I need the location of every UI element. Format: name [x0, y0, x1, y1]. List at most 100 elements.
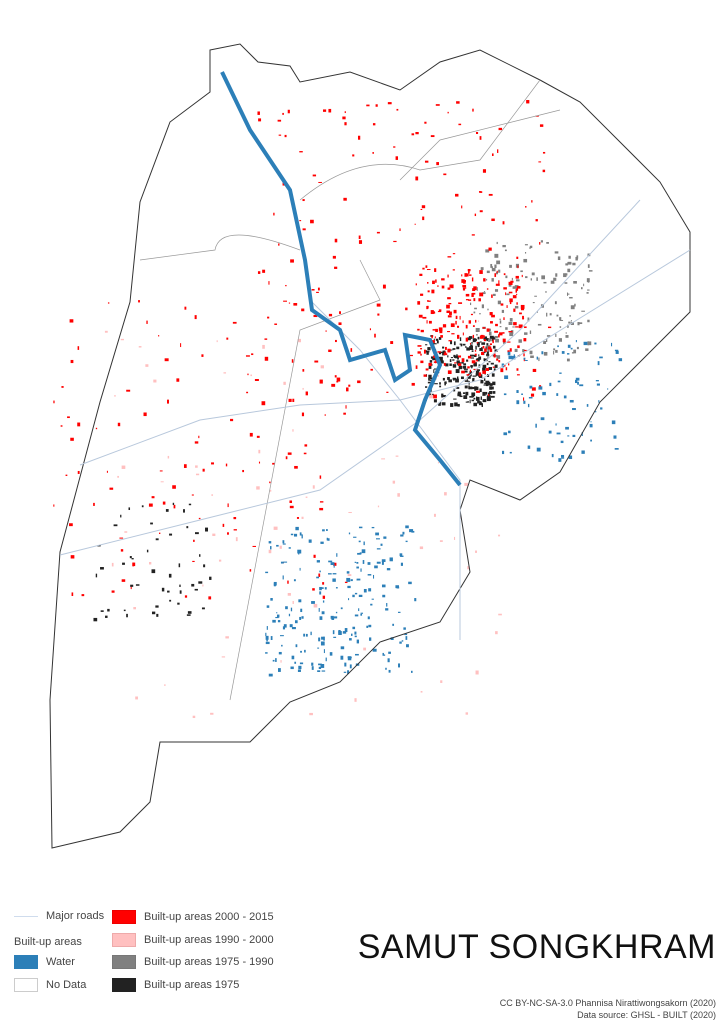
water-patch — [556, 432, 561, 435]
built-2000-2015-patch — [505, 367, 508, 371]
built-2000-2015-patch — [264, 356, 269, 361]
built-1975-1990-patch — [494, 335, 498, 339]
built-1975-patch — [472, 378, 475, 382]
built-2000-2015-patch — [447, 111, 449, 114]
water-patch — [358, 540, 361, 543]
built-2000-2015-patch — [433, 394, 437, 399]
built-1975-patch — [453, 357, 455, 359]
built-1990-2000-patch — [475, 670, 479, 675]
built-1975-patch — [457, 393, 462, 397]
built-2000-2015-patch — [442, 324, 447, 328]
built-1990-2000-patch — [117, 475, 119, 478]
built-2000-2015-patch — [198, 435, 200, 439]
built-1975-patch — [100, 610, 104, 612]
water-patch — [386, 568, 391, 571]
built-2000-2015-patch — [450, 323, 455, 328]
built-1975-patch — [463, 363, 467, 366]
built-1975-patch — [428, 374, 432, 379]
built-2000-2015-patch — [417, 345, 422, 347]
water-patch — [265, 632, 267, 637]
built-1975-1990-patch — [557, 256, 561, 261]
built-1990-2000-patch — [124, 531, 128, 533]
built-2000-2015-patch — [274, 323, 278, 325]
built-2000-2015-patch — [143, 412, 147, 417]
built-2000-2015-patch — [269, 481, 271, 484]
built-1975-1990-patch — [529, 245, 533, 249]
built-1975-1990-patch — [559, 326, 562, 328]
built-1990-2000-patch — [292, 600, 294, 604]
built-1975-1990-patch — [491, 278, 494, 282]
built-2000-2015-patch — [491, 153, 494, 156]
built-2000-2015-patch — [455, 315, 458, 320]
water-patch — [516, 390, 519, 393]
water-patch — [380, 543, 383, 546]
water-patch — [362, 560, 365, 564]
water-patch — [319, 591, 322, 595]
built-2000-2015-patch — [302, 228, 306, 231]
built-1975-1990-patch — [479, 341, 482, 343]
water-patch — [285, 606, 288, 610]
built-2000-2015-patch — [502, 221, 505, 225]
built-1975-patch — [431, 363, 433, 366]
built-1990-2000-patch — [437, 374, 439, 377]
built-2000-2015-patch — [432, 280, 435, 285]
built-2000-2015-patch — [417, 301, 421, 305]
built-2000-2015-patch — [488, 247, 492, 251]
built-1990-2000-patch — [297, 338, 301, 343]
water-patch — [281, 644, 283, 647]
water-patch — [376, 548, 381, 550]
built-1975-1990-patch — [573, 281, 577, 284]
built-1975-1990-patch — [555, 333, 557, 337]
built-1975-1990-patch — [512, 326, 515, 328]
nodata-swatch — [14, 978, 38, 992]
built-1975-1990-patch — [532, 302, 535, 304]
built-2000-2015-patch — [411, 382, 415, 386]
built-2000-2015-patch — [53, 400, 55, 404]
built-1975-1990-patch — [555, 273, 558, 277]
legend-label: Built-up areas 1990 - 2000 — [144, 934, 274, 946]
built-2000-2015-patch — [513, 322, 517, 326]
built-2000-2015-patch — [232, 321, 237, 324]
built-2000-2015-patch — [539, 242, 541, 245]
water-patch — [305, 633, 308, 637]
water-patch — [504, 375, 509, 380]
built-2000-2015-patch — [456, 101, 460, 104]
water-patch — [360, 568, 362, 572]
built-2000-2015-patch — [258, 118, 262, 122]
built-2000-2015-patch — [405, 307, 408, 311]
built-2000-2015-patch — [257, 111, 260, 115]
built-1975-1990-swatch — [112, 955, 136, 969]
built-1975-1990-patch — [496, 355, 501, 359]
water-patch — [282, 540, 285, 544]
built-2000-2015-patch — [290, 259, 294, 263]
built-1990-2000-patch — [468, 359, 470, 362]
built-1990-2000-patch — [133, 607, 136, 610]
built-2000-2015-patch — [542, 169, 546, 173]
water-patch — [406, 644, 409, 648]
built-1975-patch — [439, 401, 442, 404]
water-patch — [300, 608, 303, 613]
built-2000-2015-patch — [495, 283, 500, 286]
built-1975-1990-patch — [566, 292, 569, 296]
water-patch — [301, 616, 304, 619]
built-1990-2000-patch — [258, 449, 261, 454]
built-1975-patch — [492, 345, 496, 349]
built-2000-2015-patch — [310, 219, 314, 224]
water-patch — [610, 342, 613, 347]
water-patch — [270, 598, 273, 601]
water-patch — [579, 384, 584, 387]
water-patch — [320, 641, 325, 646]
water-patch — [529, 385, 533, 389]
water-patch — [597, 361, 600, 366]
water-patch — [276, 544, 279, 547]
water-patch — [295, 644, 298, 648]
built-1975-1990-patch — [570, 320, 572, 322]
built-2000-2015-patch — [516, 302, 518, 305]
built-2000-2015-patch — [516, 293, 518, 295]
built-1975-patch — [429, 377, 434, 380]
built-2000-2015-patch — [476, 390, 480, 393]
water-patch — [310, 631, 312, 636]
built-2000-2015-patch — [466, 374, 470, 376]
water-patch — [405, 636, 408, 640]
built-1975-patch — [100, 567, 104, 570]
